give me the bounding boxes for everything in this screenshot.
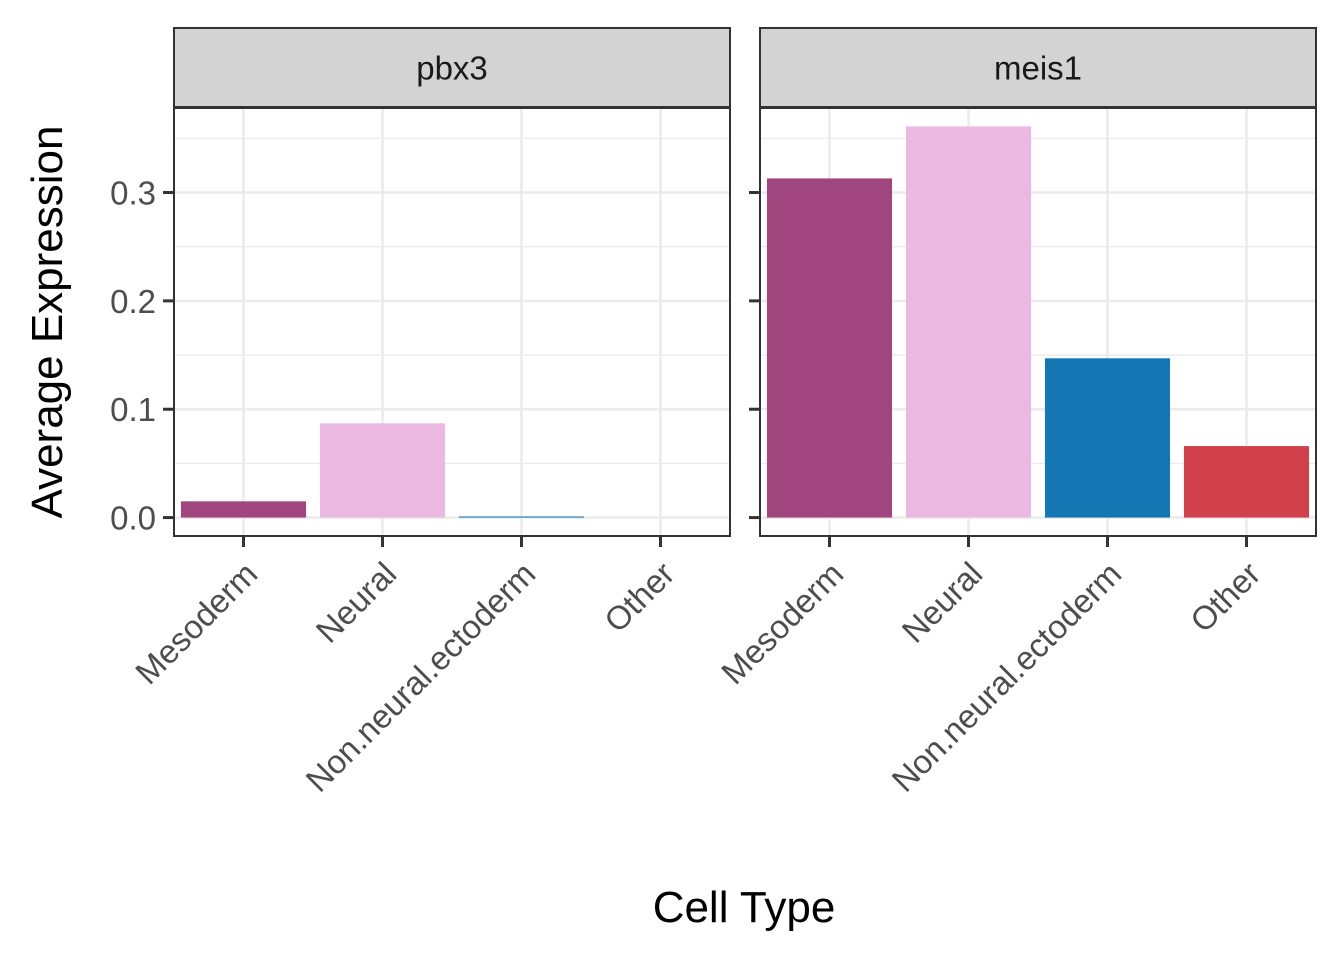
x-axis-title: Cell Type xyxy=(653,883,836,932)
y-tick-label: 0.1 xyxy=(110,391,156,428)
bar-meis1-non-neural-ectoderm xyxy=(1044,358,1171,518)
y-axis-title: Average Expression xyxy=(23,126,72,519)
bar-meis1-neural xyxy=(905,126,1032,518)
panel-border-pbx3 xyxy=(173,107,731,537)
x-tick-label: Neural xyxy=(309,555,404,650)
facet-label-meis1: meis1 xyxy=(994,50,1082,87)
bar-meis1-mesoderm xyxy=(766,178,893,518)
y-tick-label: 0.2 xyxy=(110,283,156,320)
x-tick-label: Mesoderm xyxy=(714,555,850,691)
x-tick-label: Other xyxy=(1183,555,1268,640)
bar-pbx3-mesoderm xyxy=(180,501,307,518)
facet-strip-meis1 xyxy=(759,27,1317,108)
y-tick-label: 0.0 xyxy=(110,500,156,537)
x-tick-label: Other xyxy=(597,555,682,640)
x-tick-label: Mesoderm xyxy=(128,555,264,691)
facet-strip-pbx3 xyxy=(173,27,731,108)
panel-border-meis1 xyxy=(759,107,1317,537)
bar-pbx3-non-neural-ectoderm xyxy=(458,516,585,518)
bar-meis1-other xyxy=(1183,446,1310,518)
x-tick-label: Non.neural.ectoderm xyxy=(298,555,542,799)
x-tick-label: Non.neural.ectoderm xyxy=(884,555,1128,799)
facet-label-pbx3: pbx3 xyxy=(416,50,488,87)
y-tick-label: 0.3 xyxy=(110,175,156,212)
panel-background-pbx3 xyxy=(174,108,730,536)
x-tick-label: Neural xyxy=(895,555,990,650)
bar-pbx3-neural xyxy=(319,423,446,518)
